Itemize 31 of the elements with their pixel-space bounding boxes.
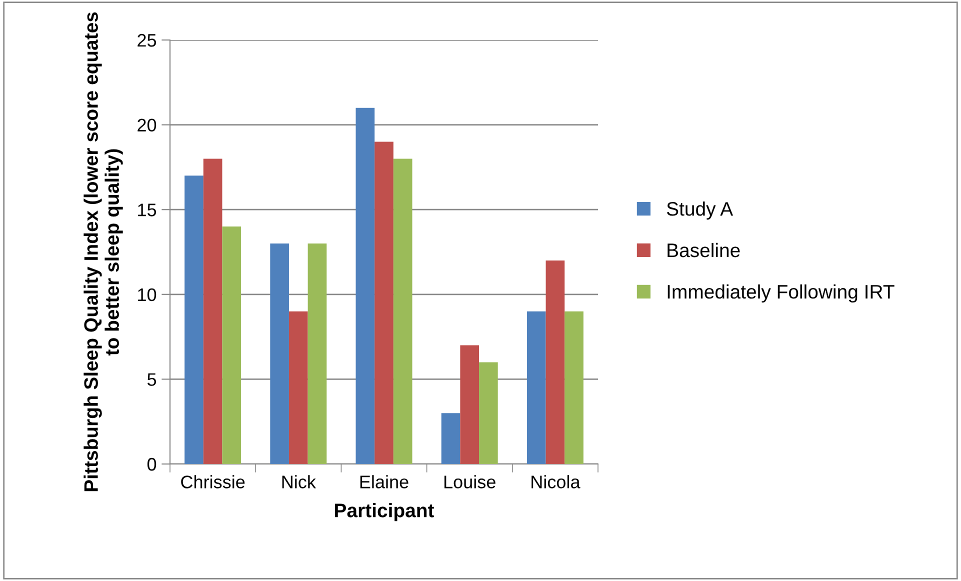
x-axis-title: Participant [335, 503, 434, 522]
bar [203, 158, 222, 464]
y-axis-title: Pittsburgh Sleep Quality Index (lower score equates to better sleep quality) [84, 12, 123, 492]
x-tick-label: Chrissie [181, 475, 245, 488]
bar [184, 176, 204, 464]
bar [308, 244, 327, 464]
y-tick-label: 0 [147, 458, 156, 471]
bar [479, 362, 498, 464]
bar [546, 260, 565, 464]
x-tick-label: Louise [444, 475, 496, 488]
x-tick-label: Nick [282, 475, 316, 488]
bar [356, 108, 375, 464]
bar [270, 244, 289, 464]
legend-label: Study A [666, 201, 734, 220]
bar [288, 311, 308, 464]
bar [441, 413, 460, 464]
y-tick-label: 10 [138, 288, 156, 302]
bar [526, 311, 546, 464]
y-tick-label: 25 [138, 34, 156, 47]
y-tick-label: 20 [138, 118, 156, 132]
bar [374, 142, 394, 464]
bar [564, 311, 584, 464]
bar [460, 345, 480, 464]
x-tick-label: Nicola [532, 475, 580, 488]
y-tick-label: 5 [147, 373, 156, 386]
x-tick-label: Elaine [360, 475, 408, 488]
bar [222, 226, 242, 464]
legend-label: Baseline [668, 242, 740, 258]
y-tick-label: 15 [138, 204, 156, 216]
bar [393, 158, 412, 464]
legend-label: Immediately Following IRT [668, 284, 894, 303]
